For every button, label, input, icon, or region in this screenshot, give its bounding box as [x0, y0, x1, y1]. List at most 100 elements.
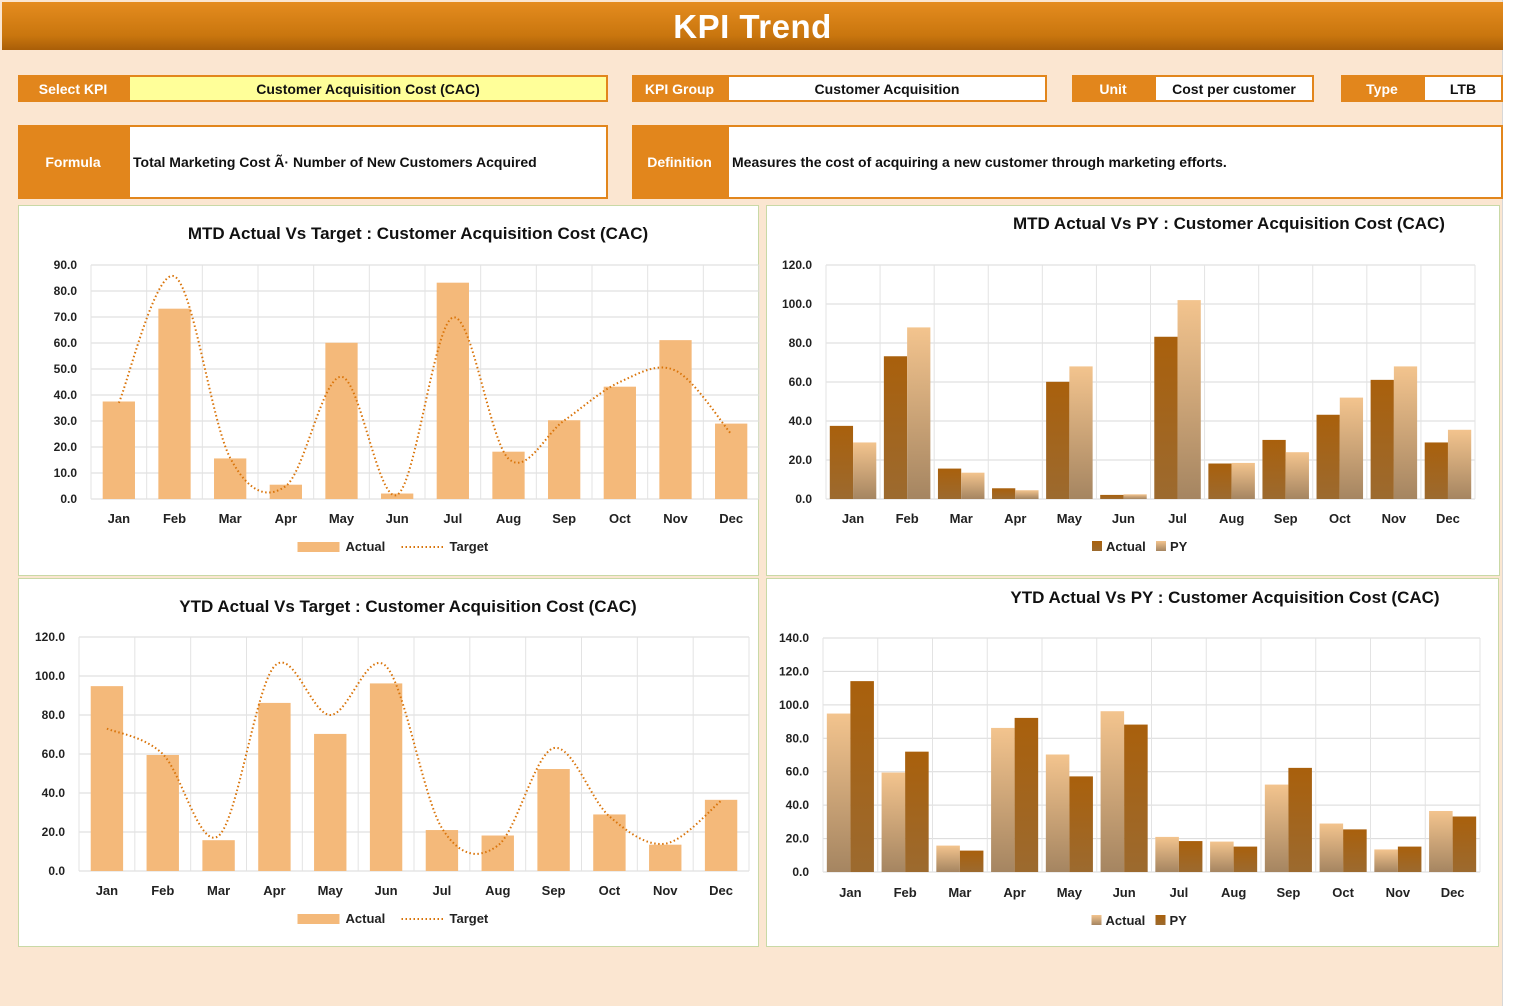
actual-bar	[1262, 439, 1286, 499]
chart-panel-mtd-target: MTD Actual Vs Target : Customer Acquisit…	[18, 205, 760, 576]
y-tick-label: 60.0	[54, 336, 78, 350]
x-tick-label: Aug	[496, 511, 521, 526]
x-tick-label: Apr	[1003, 885, 1025, 900]
py-bar	[1124, 724, 1148, 872]
legend-swatch-actual	[1091, 915, 1102, 925]
x-tick-label: Nov	[653, 883, 678, 898]
x-tick-label: Oct	[1329, 511, 1351, 526]
y-tick-label: 60.0	[42, 747, 66, 761]
actual-bar	[436, 282, 469, 499]
y-tick-label: 120.0	[782, 258, 812, 272]
actual-bar	[325, 342, 358, 499]
y-tick-label: 40.0	[786, 798, 810, 812]
x-tick-label: Mar	[207, 883, 230, 898]
py-bar	[1343, 829, 1367, 872]
actual-bar	[1374, 849, 1398, 872]
formula-label: Formula	[18, 125, 128, 199]
actual-bar	[1155, 836, 1179, 872]
x-tick-label: Sep	[1274, 511, 1298, 526]
x-tick-label: Aug	[1219, 511, 1244, 526]
definition-value: Measures the cost of acquiring a new cus…	[727, 125, 1503, 199]
py-bar	[1233, 846, 1258, 872]
actual-bar	[425, 830, 459, 871]
x-tick-label: Jan	[839, 885, 861, 900]
mtd-actual-vs-py-chart: MTD Actual Vs PY : Customer Acquisition …	[782, 214, 1476, 554]
actual-bar	[1424, 442, 1448, 499]
x-tick-label: Feb	[894, 885, 917, 900]
x-tick-label: Mar	[950, 511, 973, 526]
x-tick-label: Jul	[1169, 885, 1188, 900]
page-title: KPI Trend	[2, 2, 1503, 50]
x-tick-label: Oct	[609, 511, 631, 526]
chart-title: YTD Actual Vs PY : Customer Acquisition …	[1010, 588, 1439, 607]
ytd-actual-vs-target-chart: YTD Actual Vs Target : Customer Acquisit…	[35, 597, 750, 926]
x-tick-label: Sep	[542, 883, 566, 898]
x-tick-label: May	[1057, 885, 1083, 900]
y-tick-label: 20.0	[54, 440, 78, 454]
x-tick-label: Oct	[1332, 885, 1354, 900]
actual-bar	[1208, 463, 1232, 499]
actual-bar	[649, 844, 682, 871]
y-tick-label: 90.0	[54, 258, 78, 272]
y-tick-label: 10.0	[54, 466, 78, 480]
unit-value: Cost per customer	[1154, 75, 1314, 102]
actual-bar	[1045, 754, 1070, 872]
y-tick-label: 140.0	[779, 631, 809, 645]
py-bar	[1447, 429, 1472, 499]
actual-bar	[369, 683, 403, 871]
kpi-group-label: KPI Group	[632, 75, 727, 102]
actual-bar	[381, 493, 414, 499]
actual-bar	[829, 425, 854, 499]
target-line	[117, 275, 732, 496]
y-tick-label: 0.0	[48, 864, 65, 878]
legend-label-target: Target	[450, 539, 489, 554]
py-bar	[1015, 490, 1039, 499]
py-bar	[1288, 767, 1312, 872]
x-tick-label: Aug	[485, 883, 510, 898]
py-bar	[1177, 300, 1201, 499]
x-tick-label: Mar	[948, 885, 971, 900]
actual-bar	[826, 713, 851, 872]
select-kpi-dropdown[interactable]: Customer Acquisition Cost (CAC)	[128, 75, 608, 102]
x-tick-label: Sep	[552, 511, 576, 526]
legend-swatch-actual	[297, 914, 340, 924]
y-tick-label: 0.0	[795, 492, 812, 506]
formula-value: Total Marketing Cost Ã· Number of New Cu…	[128, 125, 608, 199]
x-tick-label: Dec	[1441, 885, 1465, 900]
y-tick-label: 60.0	[789, 375, 813, 389]
y-tick-label: 60.0	[786, 765, 810, 779]
x-tick-label: Apr	[263, 883, 285, 898]
legend-swatch-actual	[297, 542, 340, 552]
y-tick-label: 30.0	[54, 414, 78, 428]
chart-title: YTD Actual Vs Target : Customer Acquisit…	[179, 597, 636, 616]
actual-bar	[102, 401, 135, 499]
y-tick-label: 40.0	[789, 414, 813, 428]
y-tick-label: 80.0	[42, 708, 66, 722]
legend-label-target: Target	[450, 911, 489, 926]
actual-bar	[90, 686, 124, 871]
x-tick-label: Jun	[386, 511, 409, 526]
y-tick-label: 80.0	[54, 284, 78, 298]
target-line	[106, 661, 722, 855]
actual-bar	[158, 308, 191, 499]
x-tick-label: Dec	[1436, 511, 1460, 526]
actual-bar	[202, 840, 235, 871]
actual-bar	[937, 468, 962, 499]
y-tick-label: 50.0	[54, 362, 78, 376]
x-tick-label: May	[329, 511, 355, 526]
legend-swatch-py	[1156, 541, 1166, 551]
actual-bar	[537, 769, 570, 871]
actual-bar	[883, 356, 908, 499]
x-tick-label: Feb	[163, 511, 186, 526]
py-bar	[1285, 452, 1309, 499]
x-tick-label: Sep	[1276, 885, 1300, 900]
legend-swatch-actual	[1092, 541, 1102, 551]
actual-bar	[1370, 379, 1394, 499]
y-tick-label: 40.0	[54, 388, 78, 402]
actual-bar	[659, 340, 692, 499]
x-tick-label: Dec	[719, 511, 743, 526]
y-tick-label: 100.0	[782, 297, 812, 311]
x-tick-label: Jul	[1168, 511, 1187, 526]
py-bar	[959, 850, 984, 872]
py-bar	[1069, 366, 1093, 499]
